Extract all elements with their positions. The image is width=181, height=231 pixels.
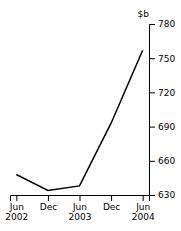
y-tick: 630: [149, 190, 175, 200]
x-tick-label-line: Dec: [40, 202, 57, 212]
x-tick-label: Dec: [103, 202, 120, 212]
y-axis: 630 660 690 720 750 780: [149, 19, 175, 200]
x-tick-label: Jun2002: [5, 202, 28, 222]
y-tick-mark: [149, 127, 155, 128]
x-tick: Jun2002: [5, 195, 28, 222]
x-tick-label: Jun2004: [132, 202, 155, 222]
y-label: $b: [138, 9, 150, 19]
y-tick-mark: [149, 161, 155, 162]
x-tick-label-line: 2004: [132, 212, 155, 222]
x-tick-mark: [80, 195, 81, 201]
y-axis-line: [150, 25, 156, 196]
y-tick-mark: [149, 195, 155, 196]
y-tick-label: 660: [158, 156, 175, 166]
x-axis: Jun2002DecJun2003DecJun2004: [5, 195, 155, 222]
x-tick-label: Dec: [40, 202, 57, 212]
x-axis-line: [11, 196, 150, 202]
plot: Jun2002DecJun2003DecJun20046306606907207…: [5, 9, 175, 222]
y-tick-label: 690: [158, 122, 175, 132]
x-tick-mark: [16, 195, 17, 201]
x-tick: Dec: [40, 195, 57, 212]
y-tick: 780: [149, 19, 175, 29]
y-tick-mark: [149, 24, 155, 25]
x-tick-label-line: Jun: [72, 202, 87, 212]
x-tick-label-line: 2002: [5, 212, 28, 222]
chart: Jun2002DecJun2003DecJun20046306606907207…: [0, 0, 181, 231]
y-tick-label: 780: [158, 19, 175, 29]
x-tick: Jun2004: [132, 195, 155, 222]
y-tick: 690: [149, 122, 175, 132]
y-tick: 750: [149, 54, 175, 64]
x-tick-mark: [48, 195, 49, 201]
marks: [16, 50, 142, 190]
x-tick-mark: [111, 195, 112, 201]
line: [16, 50, 142, 190]
x-tick-mark: [143, 195, 144, 201]
y-tick-mark: [149, 58, 155, 59]
y-tick: 660: [149, 156, 175, 166]
y-tick-label: 630: [158, 190, 175, 200]
y-tick-mark: [149, 92, 155, 93]
y-tick-label: 750: [158, 54, 175, 64]
x-tick-label: Jun2003: [69, 202, 92, 222]
x-tick: Dec: [103, 195, 120, 212]
x-tick-label-line: Jun: [135, 202, 150, 212]
x-tick-label-line: Jun: [9, 202, 24, 212]
x-tick-label-line: Dec: [103, 202, 120, 212]
x-tick: Jun2003: [69, 195, 92, 222]
y-tick: 720: [149, 88, 175, 98]
y-tick-label: 720: [158, 88, 175, 98]
x-tick-label-line: 2003: [69, 212, 92, 222]
